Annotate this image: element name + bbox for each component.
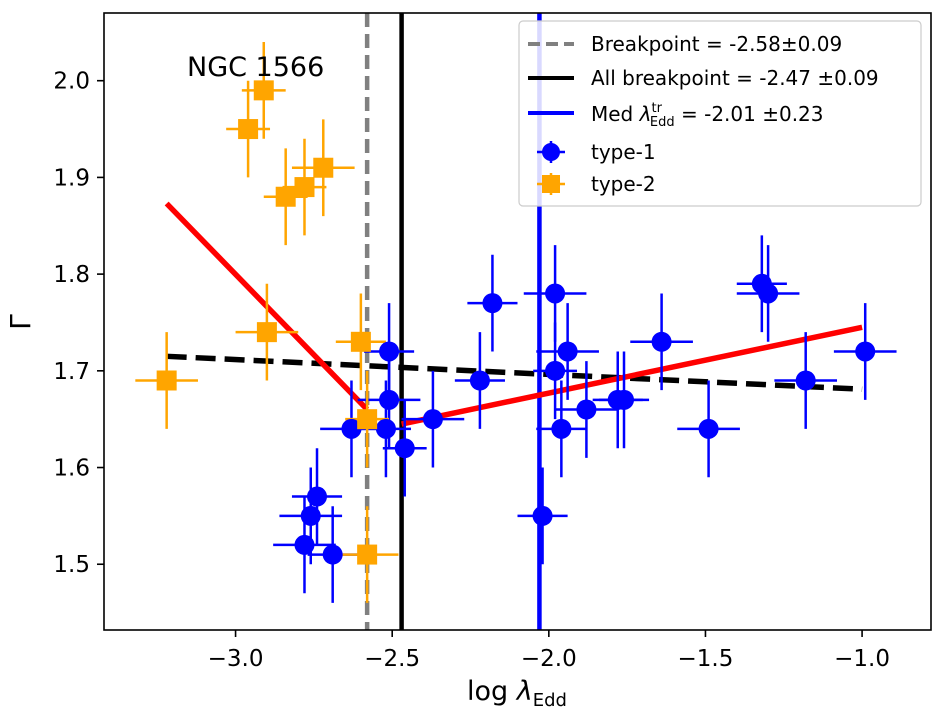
x-axis-label: log λEdd [467,676,567,711]
fit-line-all-fit [166,353,863,392]
x-axis-label-main: log [467,676,517,707]
legend-median-sup: tr [651,101,662,116]
type-2-point-8 [156,370,177,391]
type-1-point-3 [341,418,362,439]
type-1-point-12 [576,399,597,420]
type-2-point-2 [313,157,334,178]
type-1-point-20 [855,341,876,362]
type-1-point-16 [698,418,719,439]
legend: Breakpoint = -2.58±0.09 All breakpoint =… [518,20,922,207]
x-axis-label-sub: Edd [533,690,567,711]
y-tick-label-1: 1.6 [53,456,90,482]
type-2-point-5 [256,322,277,343]
type-1-point-6 [469,370,490,391]
y-tick-label-5: 2.0 [53,69,90,95]
type-1-point-0 [379,341,400,362]
type-1-point-24 [294,534,315,555]
type-1-point-18 [758,283,779,304]
type-1-point-23 [300,505,321,526]
type-2-point-6 [350,331,371,352]
type-1-point-5 [422,409,443,430]
type-1-point-4 [394,438,415,459]
plot-frame [103,12,932,631]
type-1-point-8 [545,283,566,304]
type-1-point-1 [379,389,400,410]
type-2-point-4 [275,186,296,207]
type-1-point-2 [375,418,396,439]
legend-type2-marker [542,175,560,193]
type-2-point-1 [238,119,259,140]
type-1-point-11 [551,418,572,439]
type-1-point-25 [322,544,343,565]
type-2-point-7 [357,409,378,430]
legend-breakpoint-label: Breakpoint = -2.58±0.09 [591,32,842,56]
type-1-point-7 [482,293,503,314]
type-1-point-21 [532,505,553,526]
type-1-point-15 [651,331,672,352]
legend-type1-label: type-1 [591,140,656,164]
legend-type1-marker [542,143,560,161]
x-tick-label-3: −1.5 [678,646,734,672]
y-tick-label-3: 1.8 [53,262,90,288]
type-2-point-0 [253,80,274,101]
x-axis-label-symbol: λ [515,676,533,707]
legend-all-breakpoint-label: All breakpoint = -2.47 ±0.09 [591,66,879,90]
x-tick-label-2: −2.0 [521,646,577,672]
type-1-point-10 [557,341,578,362]
legend-median-sub: Edd [650,115,675,130]
annotation-ngc1566: NGC 1566 [187,52,324,83]
x-tick-label-4: −1.0 [834,646,890,672]
y-tick-label-4: 1.9 [53,165,90,191]
type-1-point-19 [795,370,816,391]
type-2-point-3 [294,177,315,198]
type-1-point-14 [614,389,635,410]
legend-median-label: Med λtr Edd = -2.01 ±0.23 [591,101,824,130]
y-tick-label-0: 1.5 [53,552,90,578]
legend-frame [518,20,922,207]
legend-median-symbol: λ [639,102,652,126]
type-1-point-22 [307,486,328,507]
y-tick-label-2: 1.7 [53,359,90,385]
type-2-point-9 [357,544,378,565]
x-tick-label-0: −3.0 [208,646,264,672]
x-tick-label-1: −2.5 [364,646,420,672]
legend-median-suffix: = -2.01 ±0.23 [675,102,824,126]
legend-median-prefix: Med [591,102,640,126]
y-axis-label: Γ [4,314,37,330]
fit-line-broken-fit-high [401,324,863,427]
legend-type2-label: type-2 [591,172,656,196]
type-1-point-9 [545,360,566,381]
